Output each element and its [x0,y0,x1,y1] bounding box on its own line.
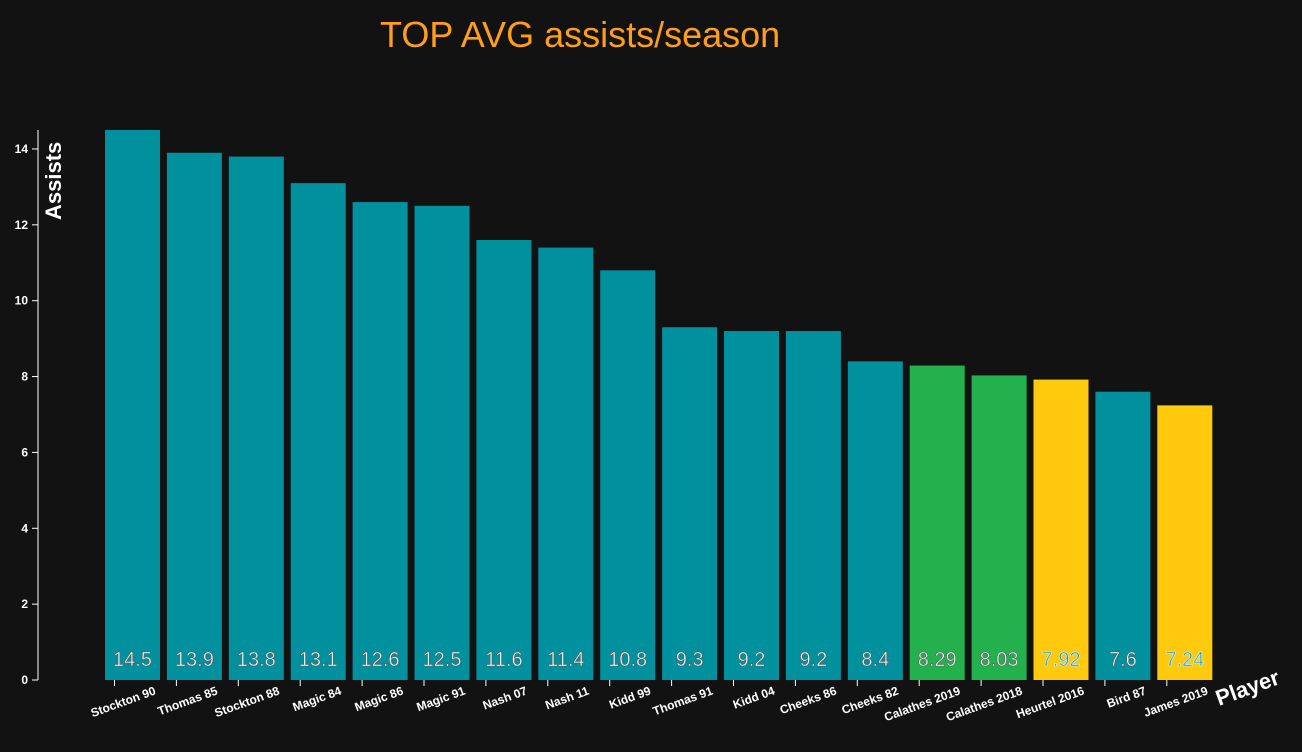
bar [290,183,346,680]
x-tick-label: James 2019 [1142,684,1210,720]
bar [476,240,532,680]
bar-value-label: 12.6 [361,649,400,671]
bar [414,205,470,681]
bar-value-labels: 14.5 13.9 13.8 13.1 12.6 12.5 11.6 11.4 10.8 9.3 9… [113,649,1205,672]
bar [971,375,1027,680]
y-tick-label: 2 [21,597,28,611]
x-tick-label: Nash 07 [481,684,529,713]
y-tick-label: 0 [21,673,28,687]
y-axis-label: Assists [41,142,66,220]
y-tick-label: 8 [21,370,28,384]
bar [352,202,408,680]
bar-value-label: 13.8 [237,649,276,671]
bar [847,361,903,680]
bar [1157,405,1213,680]
bar-value-label: 7.24 [1165,649,1204,671]
bar-value-label: 8.03 [980,649,1019,671]
bar [166,152,222,681]
x-tick-label: Thomas 91 [651,684,715,719]
bar-value-label: 10.8 [608,649,647,671]
y-tick-label: 6 [21,445,28,459]
bar-value-label: 11.4 [547,649,584,671]
chart-title: TOP AVG assists/season [380,14,781,55]
bar [538,247,594,680]
y-tick-label: 12 [15,218,29,232]
bar-value-label: 9.3 [676,649,704,671]
bar [724,331,779,680]
bar [785,331,841,680]
y-tick-label: 4 [21,521,28,535]
x-axis-label: Player [1212,664,1283,710]
y-tick-label: 10 [15,294,29,308]
bar-value-label: 13.9 [175,649,214,671]
bar [105,130,160,680]
bar [1095,391,1151,680]
bar-value-label: 9.2 [738,649,766,671]
bar [228,156,284,680]
y-axis: 0 2 4 6 8 10 12 14 [15,130,39,687]
bar-value-label: 14.5 [113,649,152,671]
bar-value-label: 8.29 [918,649,957,671]
bar-value-label: 7.6 [1109,649,1137,671]
bar-value-label: 13.1 [299,649,338,671]
bar-value-label: 11.6 [485,649,522,671]
x-tick-label: Magic 86 [353,684,406,715]
bar-value-label: 12.5 [423,649,462,671]
x-tick-label: Heurtel 2016 [1014,684,1086,722]
x-tick-label: Stockton 88 [213,684,282,721]
x-tick-label: Cheeks 86 [778,684,839,718]
x-tick-label: Nash 11 [543,684,591,713]
x-tick-label: Magic 91 [415,684,468,715]
x-tick-label: Kidd 99 [607,684,653,712]
y-tick-label: 14 [15,142,29,156]
bar-value-label: 8.4 [861,649,889,671]
bar [662,327,718,680]
x-tick-label: Thomas 85 [156,684,220,719]
bar [909,365,965,680]
bar [600,270,656,680]
bar [1033,379,1089,680]
bar-value-label: 7.92 [1042,649,1081,671]
x-tick-label: Magic 84 [291,684,344,715]
x-tick-label: Stockton 90 [89,684,158,721]
bars [105,130,1213,681]
x-tick-label: Kidd 04 [731,684,777,712]
bar-value-label: 9.2 [799,649,827,671]
